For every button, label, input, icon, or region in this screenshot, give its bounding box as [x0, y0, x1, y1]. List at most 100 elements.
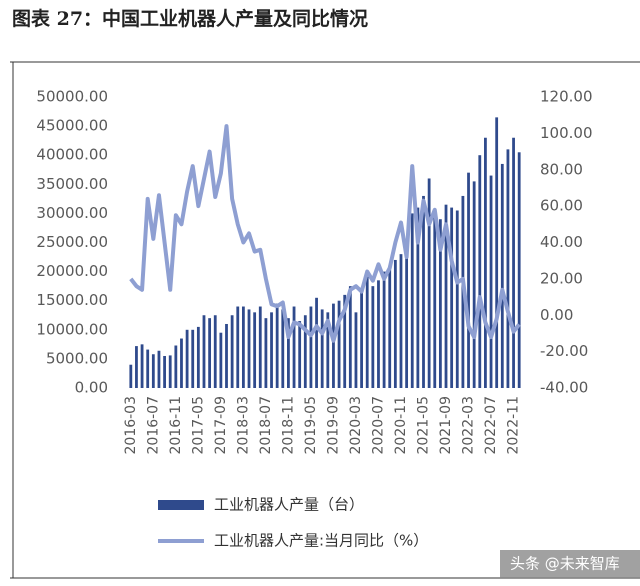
bar [388, 265, 392, 388]
y2-tick-label: -40.00 [540, 379, 588, 397]
y-tick-label: 0.00 [75, 379, 108, 397]
bar [185, 329, 189, 388]
bar [427, 178, 431, 388]
bar [236, 306, 240, 388]
y-tick-label: 20000.00 [36, 262, 108, 280]
bar [416, 207, 420, 388]
x-tick-label: 2022-07 [483, 396, 499, 455]
bar [281, 309, 285, 388]
y-tick-label: 40000.00 [36, 146, 108, 164]
x-tick-label: 2020-03 [348, 396, 364, 455]
bar [292, 306, 296, 388]
y2-tick-label: 80.00 [540, 160, 583, 178]
x-tick-label: 2021-05 [416, 396, 432, 455]
bar [309, 306, 313, 388]
bar [219, 332, 223, 388]
bar [151, 354, 155, 388]
bar [484, 137, 487, 388]
bar [354, 312, 358, 388]
x-tick-label: 2022-03 [461, 396, 477, 455]
bar [146, 349, 150, 388]
x-tick-label: 2022-11 [506, 396, 522, 455]
y2-tick-label: 40.00 [540, 233, 583, 251]
bar [241, 306, 245, 388]
bar [196, 326, 200, 388]
bar [410, 213, 414, 388]
bar [315, 297, 318, 388]
bar [140, 344, 144, 388]
y2-tick-label: 0.00 [540, 306, 573, 324]
y-tick-label: 5000.00 [46, 349, 108, 367]
bar [287, 318, 290, 388]
y-tick-label: 30000.00 [36, 204, 108, 222]
y-tick-label: 45000.00 [36, 117, 108, 135]
bar [326, 312, 330, 388]
bar [343, 294, 347, 388]
bar [332, 303, 335, 388]
bar [371, 286, 375, 388]
y-tick-label: 35000.00 [36, 175, 108, 193]
y2-tick-label: -20.00 [540, 342, 588, 360]
bar [399, 254, 403, 388]
bar [495, 117, 499, 389]
bar [191, 329, 195, 388]
x-tick-label: 2019-05 [303, 396, 319, 455]
bar [298, 321, 302, 388]
y-tick-label: 50000.00 [36, 88, 108, 106]
bar [506, 149, 510, 388]
bar [393, 259, 397, 388]
x-tick-label: 2016-07 [145, 396, 161, 455]
bar [129, 364, 133, 388]
bar [500, 163, 504, 388]
x-tick-label: 2019-09 [325, 396, 341, 455]
y-tick-label: 25000.00 [36, 233, 108, 251]
x-tick-label: 2020-11 [393, 396, 409, 455]
bar [512, 137, 515, 388]
x-tick-label: 2017-09 [213, 396, 229, 455]
bar [450, 207, 454, 388]
bar [202, 315, 206, 388]
bar [365, 271, 369, 388]
bar [489, 175, 493, 388]
bar [174, 345, 178, 388]
bar [517, 152, 521, 388]
bar [157, 350, 161, 388]
bar [455, 210, 459, 388]
watermark-bg [500, 550, 640, 578]
y2-tick-label: 20.00 [540, 269, 583, 287]
bar [225, 323, 228, 388]
y2-tick-label: 60.00 [540, 197, 583, 215]
bar [405, 254, 409, 388]
bar [270, 312, 273, 388]
x-tick-label: 2017-05 [190, 396, 206, 455]
y2-tick-label: 120.00 [540, 88, 593, 106]
bar [348, 286, 352, 388]
bar [264, 318, 268, 388]
bar [208, 318, 212, 388]
y-tick-label: 15000.00 [36, 291, 108, 309]
bar [253, 312, 257, 388]
x-tick-label: 2016-11 [168, 396, 184, 455]
watermark: 头条 @未来智库 [510, 555, 620, 573]
bar [337, 300, 341, 388]
bar [168, 355, 172, 388]
legend-label: 工业机器人产量（台） [214, 496, 364, 514]
legend-label: 工业机器人产量:当月同比（%） [214, 532, 428, 550]
bar [438, 219, 442, 388]
bar [230, 315, 234, 388]
bar [467, 172, 470, 388]
bar [247, 309, 251, 388]
y2-tick-label: 100.00 [540, 124, 593, 142]
y-tick-label: 10000.00 [36, 320, 108, 338]
bar [422, 195, 425, 388]
x-tick-label: 2018-07 [258, 396, 274, 455]
bar [320, 309, 324, 388]
x-tick-label: 2018-11 [280, 396, 296, 455]
bar [360, 291, 363, 388]
bar [382, 271, 386, 388]
line [129, 124, 521, 343]
bar [135, 346, 138, 388]
x-tick-label: 2021-09 [438, 396, 454, 455]
bar [163, 355, 166, 388]
